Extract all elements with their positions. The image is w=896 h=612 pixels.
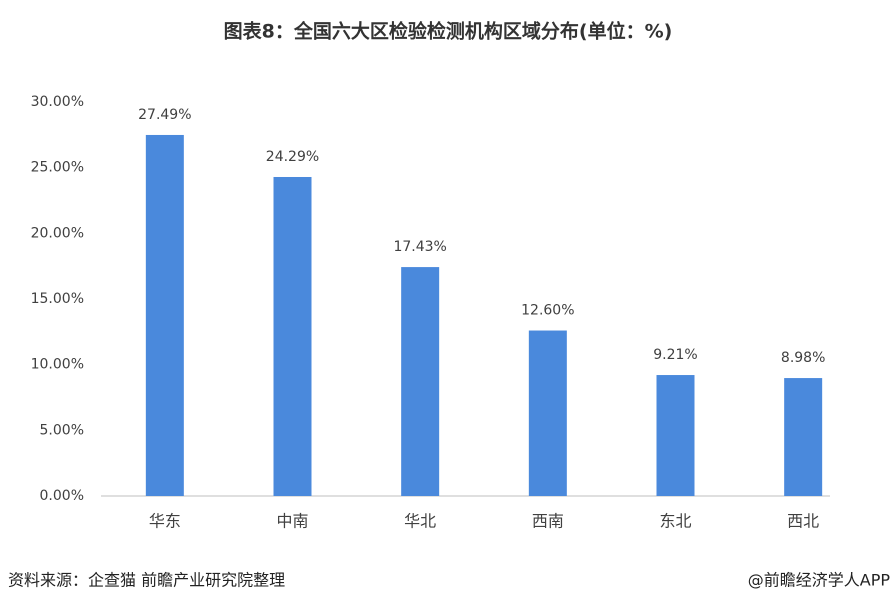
chart-title: 图表8：全国六大区检验检测机构区域分布(单位：%): [224, 20, 673, 43]
y-tick-label: 30.00%: [31, 94, 84, 110]
bar: [145, 134, 184, 496]
bar: [656, 375, 695, 496]
x-tick-label: 华北: [404, 512, 436, 531]
bar: [273, 176, 312, 496]
y-tick-label: 0.00%: [40, 488, 84, 504]
x-tick-label: 华东: [149, 512, 181, 531]
value-label: 9.21%: [653, 347, 697, 363]
x-tick-label: 西南: [532, 512, 564, 531]
y-tick-label: 20.00%: [31, 225, 84, 241]
x-tick-label: 西北: [787, 512, 819, 531]
credit: @前瞻经济学人APP: [748, 571, 891, 590]
bar: [401, 267, 440, 496]
y-tick-label: 10.00%: [31, 357, 84, 373]
bar: [784, 378, 823, 496]
y-tick-label: 25.00%: [31, 160, 84, 176]
value-label: 17.43%: [393, 239, 446, 255]
x-tick-label: 东北: [659, 512, 691, 531]
x-tick-label: 中南: [276, 512, 308, 531]
bar: [528, 330, 567, 496]
value-label: 27.49%: [138, 107, 191, 123]
value-label: 24.29%: [266, 149, 319, 165]
y-tick-label: 5.00%: [40, 422, 84, 438]
y-tick-label: 15.00%: [31, 291, 84, 307]
value-label: 12.60%: [521, 303, 574, 319]
value-label: 8.98%: [781, 350, 825, 366]
source-note: 资料来源：企查猫 前瞻产业研究院整理: [8, 571, 285, 590]
